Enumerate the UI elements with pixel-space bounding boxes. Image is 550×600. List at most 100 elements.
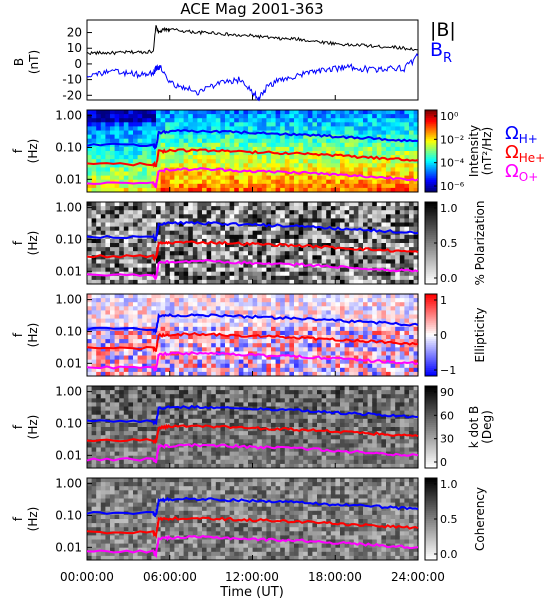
spectrogram-image	[87, 386, 419, 469]
y-tick-label: 1.00	[55, 293, 82, 307]
colorbar-label: k dot B	[467, 406, 481, 448]
colorbar-tick-label: 0.0	[440, 548, 458, 561]
gyrofrequency-curve-o	[86, 351, 419, 373]
legend-omega-symbol: Ω	[505, 123, 519, 144]
gyrofrequency-curve-h	[86, 496, 419, 518]
colorbar: 1 0 −1 Ellipticity	[424, 293, 487, 377]
colorbar-label: Ellipticity	[473, 308, 487, 363]
y-tick-label: 1.00	[55, 385, 82, 399]
y-tick-label: 0.10	[55, 508, 82, 522]
legend-he-sub: He+	[519, 151, 545, 165]
legend-omega-symbol: Ω	[505, 142, 519, 163]
y-tick-label: 1.00	[55, 477, 82, 491]
x-tick-label: 24:00:00	[391, 570, 445, 584]
panel-ylabel-unit: (Hz)	[26, 415, 40, 440]
colorbar-tick-label: 90	[440, 386, 454, 399]
y-tick-label: 0.01	[55, 264, 82, 278]
panel-ylabel-unit: (Hz)	[26, 323, 40, 348]
y-tick-label: 0.01	[55, 448, 82, 462]
panel-polarization: 1.00 0.10 0.01 f (Hz) 1.0 0.5 0.0 % Polarization	[11, 201, 487, 286]
spectrogram-image	[87, 478, 419, 561]
legend-h-sub: H+	[519, 132, 538, 146]
y-tick-label: -20	[62, 88, 82, 102]
x-axis-label: Time (UT)	[219, 585, 284, 600]
legend-o-sub: O+	[519, 170, 539, 184]
colorbar-tick-label: 30	[440, 433, 454, 446]
panel-ylabel: f	[11, 240, 25, 245]
colorbar-tick-label: 1	[440, 294, 447, 307]
spectrogram-image	[87, 294, 419, 377]
panel-ylabel-unit: (Hz)	[26, 231, 40, 256]
y-tick-label: 0.01	[55, 356, 82, 370]
x-tick-label: 18:00:00	[308, 570, 362, 584]
colorbar-tick-label: 60	[440, 409, 454, 422]
colorbar: 90 60 30 0 k dot B (Deg)	[424, 385, 494, 469]
x-tick-label: 00:00:00	[60, 570, 114, 584]
colorbar-tick-label: 0.5	[440, 513, 458, 526]
colorbar: 1.0 0.5 0.0 Coherency	[424, 477, 487, 561]
series-line-b-total	[86, 25, 418, 56]
panel-ylabel-unit: (Hz)	[26, 139, 40, 164]
gyrofrequency-curve-o	[86, 167, 419, 189]
legend-omega-o: ΩO+	[505, 161, 538, 184]
chart-title: ACE Mag 2001-363	[180, 0, 323, 18]
colorbar-tick-label: 10⁰	[440, 110, 459, 123]
colorbar-label: % Polarization	[473, 201, 487, 286]
spectrogram-image	[87, 110, 419, 193]
x-tick-label: 06:00:00	[143, 570, 197, 584]
colorbar-label: Intensity	[467, 125, 481, 177]
colorbar-tick-label: −1	[440, 364, 456, 377]
colorbar-tick-label: 1.0	[440, 478, 458, 491]
gyrofrequency-curve-he	[86, 240, 419, 263]
panel-coherency: 1.00 0.10 0.01 f (Hz) 1.0 0.5 0.0 Coherency	[11, 477, 487, 561]
colorbar-tick-label: 0	[440, 329, 447, 342]
colorbar-frame	[424, 385, 438, 469]
panel-ellipticity: 1.00 0.10 0.01 f (Hz) 1 0 −1 Ellipticity	[11, 293, 487, 377]
series-line-b-r	[86, 52, 419, 102]
gyrofrequency-curve-h	[86, 404, 419, 426]
y-tick-label: 0	[74, 57, 82, 71]
ylabel-line: B	[12, 58, 26, 66]
gyrofrequency-curve-o	[86, 442, 419, 464]
x-tick-label: 12:00:00	[225, 570, 279, 584]
colorbar-tick-label: 0.5	[440, 237, 458, 250]
x-axis: 00:00:00 06:00:00 12:00:00 18:00:00 24:0…	[60, 570, 445, 600]
ylabel-unit: (nT)	[27, 50, 41, 74]
colorbar-label: (Deg)	[480, 410, 494, 444]
gyrofrequency-curve-h	[86, 129, 419, 150]
colorbar-tick-label: 10⁻²	[440, 133, 464, 146]
gyrofrequency-legend: ΩH+ ΩHe+ ΩO+	[505, 123, 545, 184]
y-tick-label: 10	[67, 41, 82, 55]
legend-omega-symbol: Ω	[505, 161, 519, 182]
y-tick-label: 0.01	[55, 540, 82, 554]
panel-ylabel-unit: (Hz)	[26, 507, 40, 532]
panel-k-dot-b: 1.00 0.10 0.01 f (Hz) 90 60 30 0 k dot B (Deg)	[11, 385, 494, 469]
y-tick-label: 0.10	[55, 416, 82, 430]
colorbar-tick-label: 10⁻⁶	[440, 180, 465, 193]
legend-omega-h: ΩH+	[505, 123, 538, 146]
y-tick-label: 0.10	[55, 140, 82, 154]
colorbar-tick-label: 0	[440, 456, 447, 469]
spectrogram-panels: 1.000.100.01f (Hz)10⁰10⁻²10⁻⁴10⁻⁶Intensit…	[11, 109, 494, 561]
colorbar-tick-label: 10⁻⁴	[440, 157, 465, 170]
panel-ylabel: f	[11, 424, 25, 429]
legend-b-r: BR	[430, 39, 452, 66]
y-tick-label: -10	[62, 73, 82, 87]
colorbar-label: Coherency	[473, 487, 487, 551]
y-tick-label: 20	[67, 26, 82, 40]
gyrofrequency-curve-h	[86, 220, 419, 243]
gyrofrequency-curve-h	[86, 312, 419, 334]
y-tick-label: 0.10	[55, 324, 82, 338]
legend-b-r-sub: R	[443, 51, 452, 66]
gyrofrequency-curve-he	[86, 516, 419, 540]
y-tick-label: 1.00	[55, 109, 82, 123]
colorbar-tick-label: 0.0	[440, 272, 458, 285]
gyrofrequency-curve-he	[86, 148, 419, 169]
y-tick-label: 0.10	[55, 232, 82, 246]
legend-b-total: |B|	[430, 19, 456, 41]
panel-ylabel: f	[11, 148, 25, 153]
panel-ylabel: f	[11, 332, 25, 337]
